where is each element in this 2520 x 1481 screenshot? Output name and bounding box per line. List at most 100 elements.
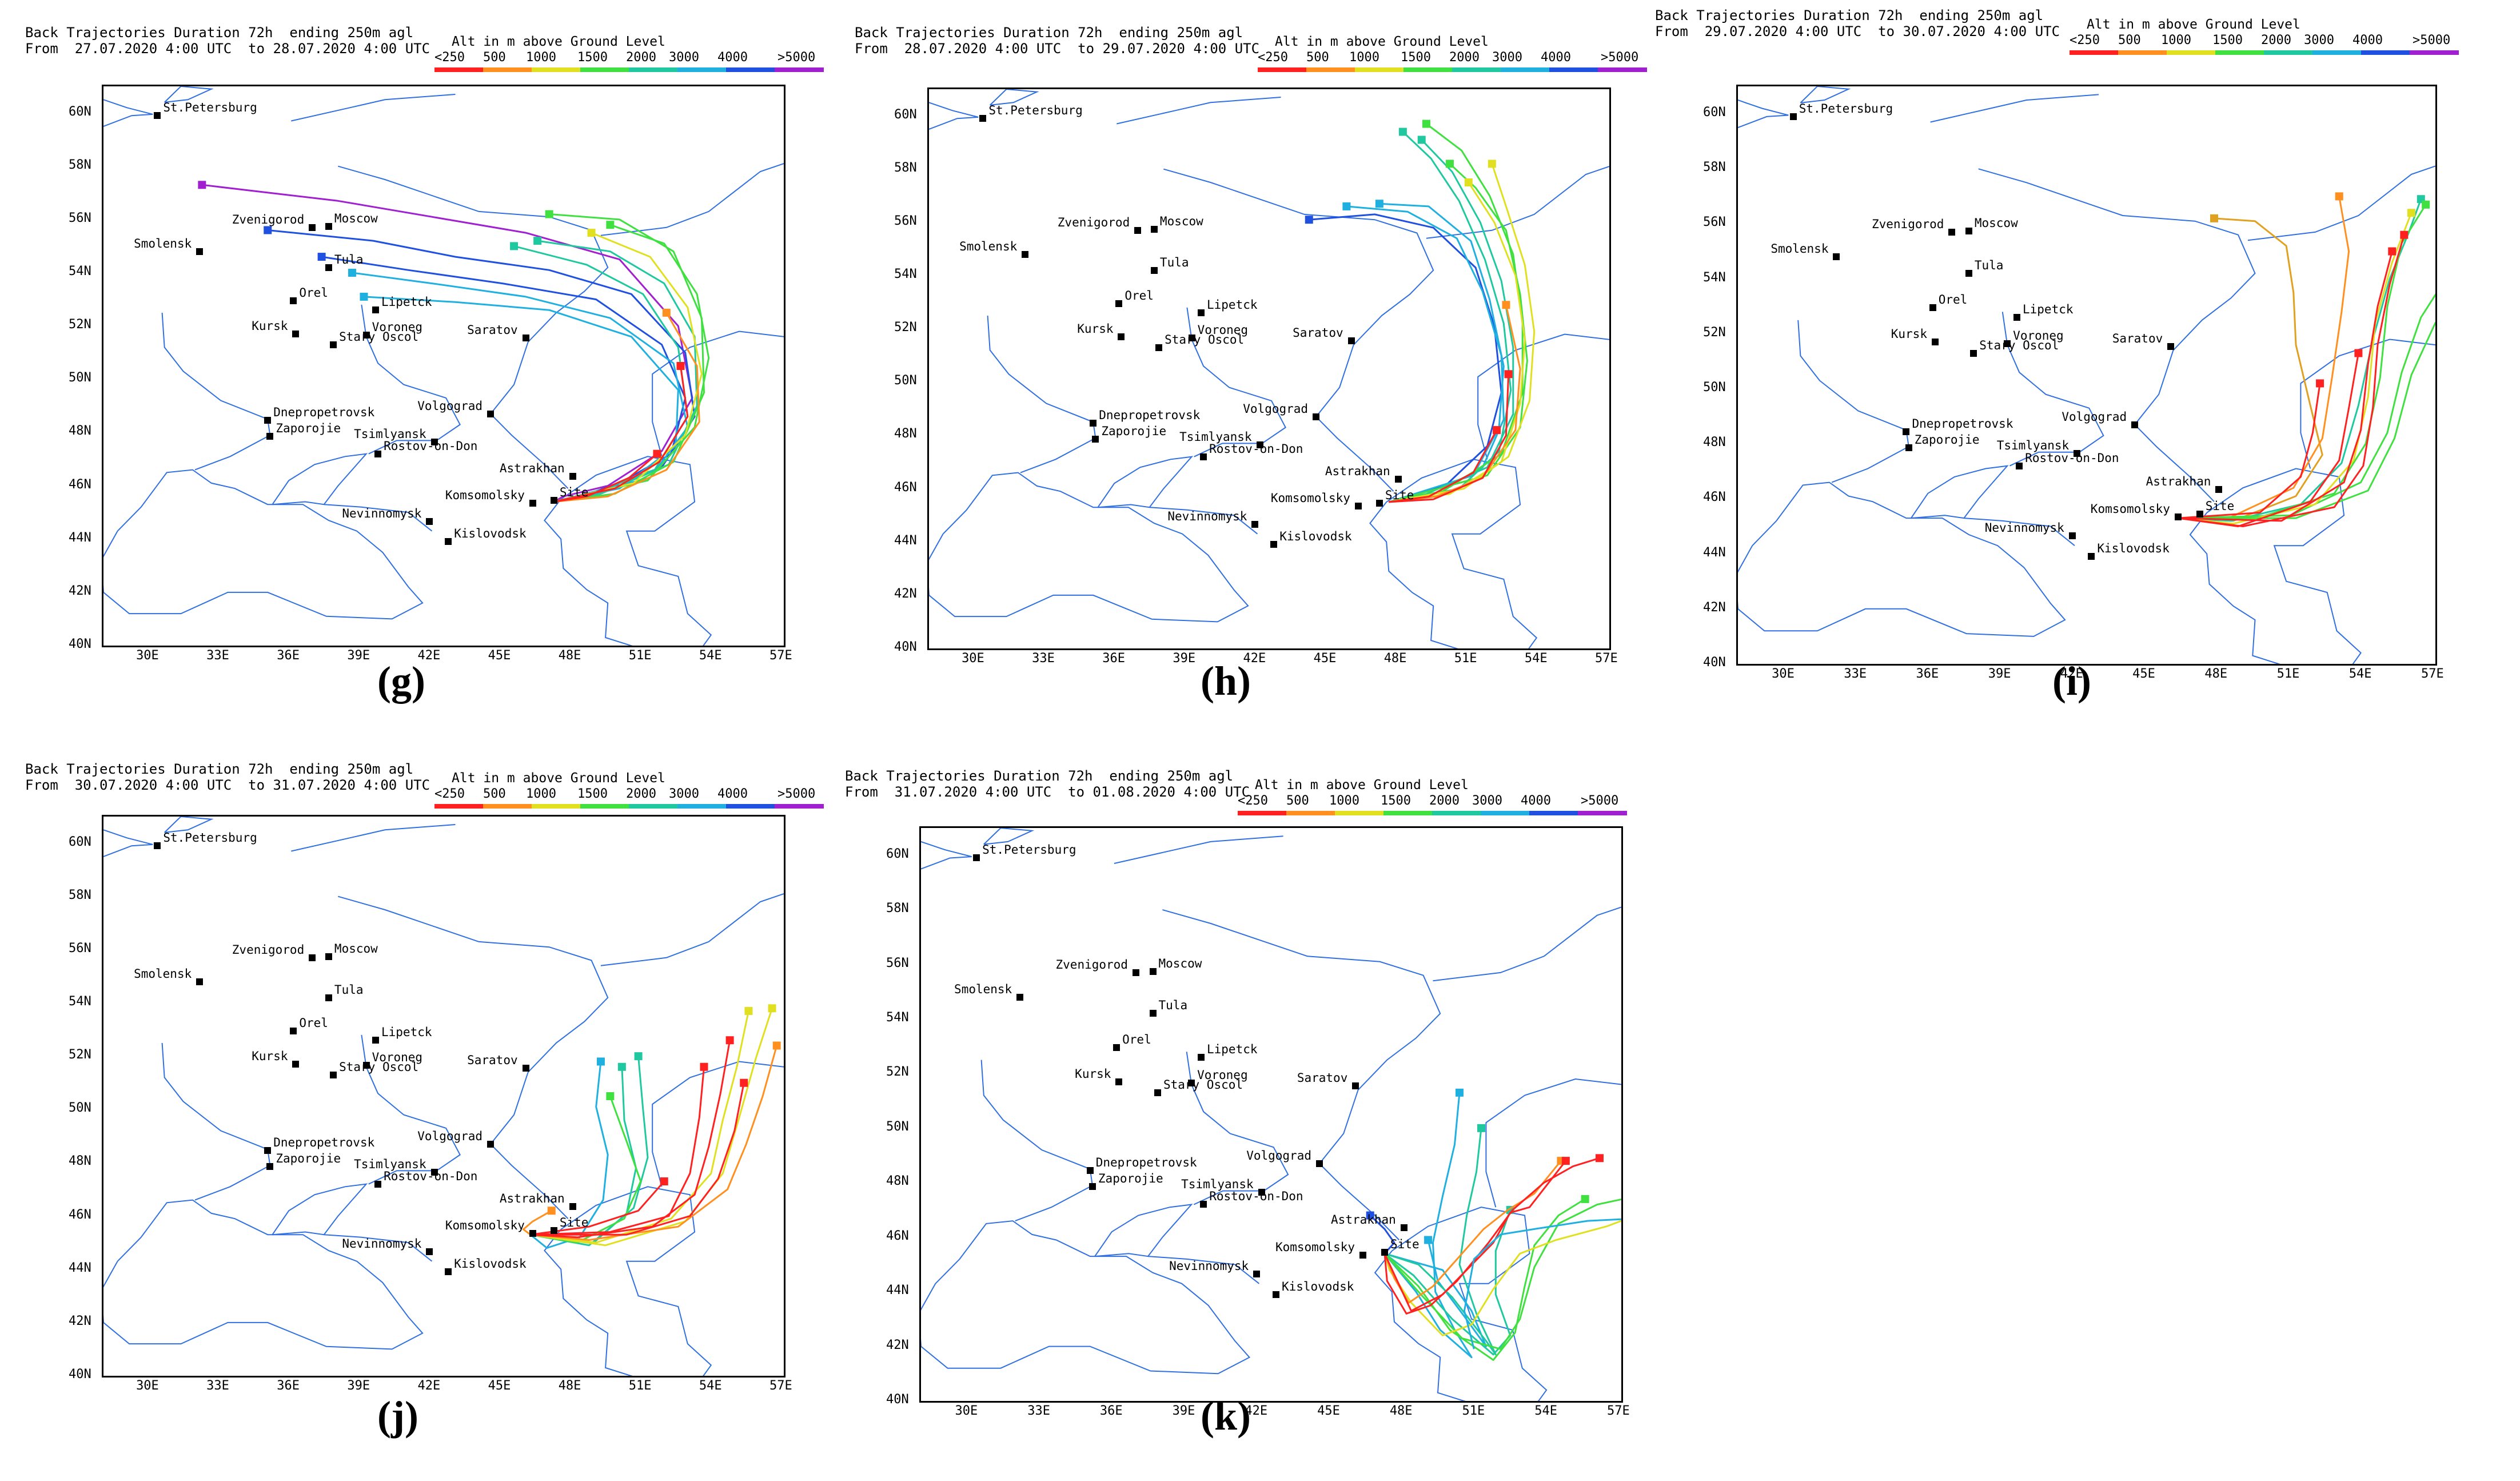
city-marker [1113, 1044, 1121, 1052]
city-marker [2131, 421, 2139, 428]
trajectory-line [529, 1061, 609, 1249]
altitude-color-segment [2312, 50, 2362, 55]
city-marker [1354, 502, 1362, 509]
city-marker [1352, 1082, 1359, 1089]
trajectory-start-marker [725, 1036, 734, 1045]
altitude-color-segment [629, 67, 678, 72]
coastline [1149, 507, 1258, 535]
longitude-tick-label: 30E [136, 648, 159, 663]
city-marker [1965, 270, 1972, 277]
city-label: Tsimlyansk [1996, 439, 2070, 453]
trajectory-line [553, 232, 703, 503]
latitude-tick-label: 44N [69, 530, 91, 545]
latitude-tick-label: 50N [894, 373, 917, 388]
city-marker [266, 433, 274, 440]
city-label: Kursk [252, 1049, 288, 1064]
city-label: Tula [1158, 998, 1188, 1013]
trajectory-line [513, 245, 689, 503]
trajectory-start-marker [660, 1177, 668, 1186]
city-label: Astrakhan [1331, 1213, 1396, 1227]
longitude-tick-label: 36E [1102, 651, 1126, 666]
longitude-tick-label: 48E [1383, 651, 1407, 666]
city-marker [2013, 314, 2020, 321]
to-date: 01.08.2020 4:00 UTC [1092, 784, 1250, 800]
panel-label: (k) [1201, 1393, 1251, 1439]
city-marker [290, 297, 297, 304]
coastline [1433, 906, 1621, 982]
city-marker [1022, 250, 1029, 258]
trajectory-line [1383, 1198, 1586, 1361]
coastline [1738, 481, 2066, 637]
city-marker [2004, 340, 2011, 347]
city-label: Zaporojie [1101, 424, 1167, 439]
coastline [929, 102, 979, 130]
city-marker [1132, 969, 1139, 976]
trajectory-start-marker [2354, 349, 2363, 357]
trajectory-line [553, 453, 658, 503]
city-label: Zvenigorod [232, 942, 305, 957]
trajectory-start-marker [2388, 247, 2397, 256]
trajectory-start-marker [264, 226, 272, 234]
trajectory-period: From 31.07.2020 4:00 UTC to 01.08.2020 4… [845, 783, 1250, 801]
city-marker [292, 1061, 300, 1068]
trajectory-start-marker [1445, 160, 1454, 168]
latitude-tick-label: 52N [886, 1065, 909, 1080]
city-marker [569, 473, 576, 480]
coastline [600, 163, 784, 236]
city-marker [292, 331, 300, 338]
altitude-color-segment [483, 67, 532, 72]
trajectory-line [1389, 304, 1521, 503]
city-marker [1970, 349, 1977, 357]
coastline [1114, 835, 1283, 864]
latitude-tick-label: 50N [69, 371, 91, 385]
trajectory-title: Back Trajectories Duration 72h ending 25… [25, 25, 414, 41]
from-date: 27.07.2020 4:00 UTC [74, 41, 232, 57]
city-marker [1270, 541, 1278, 548]
trajectory-period: From 30.07.2020 4:00 UTC to 31.07.2020 4… [25, 777, 430, 794]
trajectory-title: Back Trajectories Duration 72h ending 25… [845, 768, 1234, 784]
latitude-tick-label: 60N [69, 104, 91, 119]
altitude-level-label: 500 [1306, 50, 1329, 65]
city-label: Lipetck [2023, 302, 2074, 316]
latitude-tick-label: 40N [886, 1392, 909, 1407]
city-marker [2068, 532, 2076, 540]
city-marker [2196, 510, 2203, 517]
city-label: Moscow [334, 941, 378, 956]
trajectory-start-marker [1422, 120, 1430, 128]
longitude-tick-label: 54E [1524, 651, 1548, 666]
trajectory-title: Back Trajectories Duration 72h ending 25… [855, 25, 1243, 41]
coastline [1485, 1078, 1621, 1208]
city-label: Saratov [467, 1053, 518, 1068]
trajectory-start-marker [348, 269, 356, 277]
city-label: Dnepropetrovsk [1095, 1155, 1197, 1169]
trajectory-line [1389, 123, 1524, 503]
trajectory-start-marker [1488, 160, 1496, 168]
city-marker [362, 1062, 370, 1069]
trajectory-line [1384, 1240, 1487, 1348]
city-label: Kislovodsk [454, 527, 527, 541]
longitude-tick-label: 45E [1317, 1404, 1340, 1418]
latitude-tick-label: 46N [69, 477, 91, 492]
trajectory-line [2178, 204, 2427, 519]
trajectory-line [1309, 213, 1502, 503]
panel-label: (j) [377, 1393, 418, 1439]
latitude-tick-label: 40N [894, 640, 917, 654]
coastline [1186, 1052, 1289, 1205]
trajectory-line [2178, 212, 2413, 525]
altitude-color-segment [532, 804, 581, 809]
city-label: Zvenigorod [1055, 957, 1128, 972]
city-label: Rostov-on-Don [2025, 451, 2119, 465]
trajectory-line [530, 1066, 637, 1244]
city-label: Dnepropetrovsk [273, 405, 375, 420]
altitude-color-segment [2264, 50, 2313, 55]
altitude-level-label: 1000 [526, 50, 556, 65]
trajectory-line [1383, 1160, 1562, 1304]
city-label: Tula [1159, 255, 1189, 269]
longitude-tick-label: 42E [417, 1379, 441, 1393]
trajectory-map: St.Petersburg Moscow Zvenigorod Smolensk Tul… [1736, 85, 2437, 666]
latitude-tick-label: 42N [894, 586, 917, 601]
city-label: Zvenigorod [1057, 215, 1130, 229]
latitude-tick-label: 42N [69, 583, 91, 598]
city-label: Stary Oscol [339, 1060, 419, 1074]
